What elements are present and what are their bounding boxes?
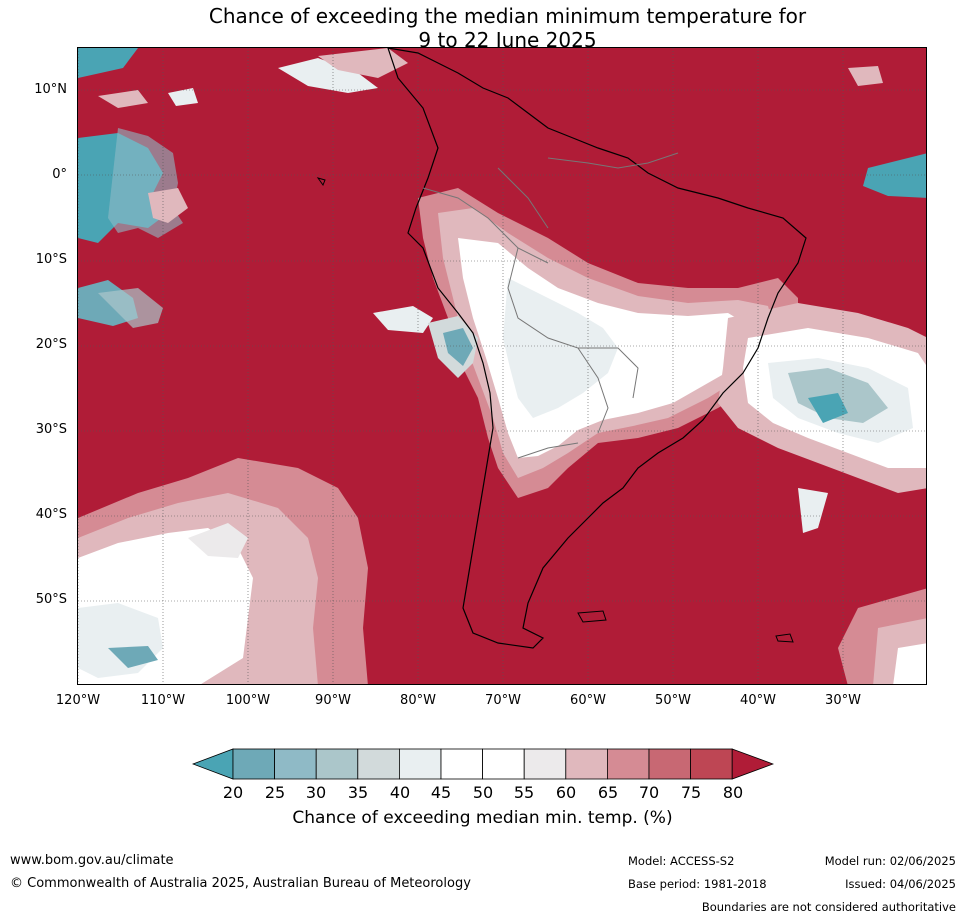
colorbar-tick: 30 xyxy=(305,783,327,802)
lon-label-70w: 70°W xyxy=(485,693,521,708)
colorbar xyxy=(192,748,774,780)
lat-label-10n: 10°N xyxy=(34,82,67,97)
colorbar-tick: 45 xyxy=(430,783,452,802)
colorbar-tick: 20 xyxy=(222,783,244,802)
colorbar-segment xyxy=(482,748,525,780)
footer-issued: Issued: 04/06/2025 xyxy=(845,877,956,891)
lon-label-100w: 100°W xyxy=(225,693,271,708)
colorbar-segment xyxy=(315,748,359,780)
lon-label-80w: 80°W xyxy=(400,693,436,708)
lat-label-40s: 40°S xyxy=(35,507,67,522)
colorbar-tick: 65 xyxy=(597,783,619,802)
map-title: Chance of exceeding the median minimum t… xyxy=(0,4,965,52)
colorbar-arrow-low xyxy=(192,748,234,780)
colorbar-segment xyxy=(648,748,691,780)
colorbar-segment xyxy=(523,748,567,780)
colorbar-segment xyxy=(440,748,483,780)
colorbar-label: Chance of exceeding median min. temp. (%… xyxy=(292,808,673,828)
colorbar-tick: 75 xyxy=(680,783,702,802)
colorbar-tick: 50 xyxy=(472,783,494,802)
colorbar-tick: 80 xyxy=(722,783,744,802)
footer-copyright: © Commonwealth of Australia 2025, Austra… xyxy=(10,876,471,891)
lon-label-120w: 120°W xyxy=(55,693,101,708)
title-line-1: Chance of exceeding the median minimum t… xyxy=(208,4,807,28)
lat-label-10s: 10°S xyxy=(35,252,67,267)
lon-label-50w: 50°W xyxy=(655,693,691,708)
lon-label-110w: 110°W xyxy=(140,693,186,708)
probability-map xyxy=(78,48,926,684)
map-panel xyxy=(77,47,927,685)
lon-label-40w: 40°W xyxy=(740,693,776,708)
lon-label-30w: 30°W xyxy=(825,693,861,708)
colorbar-segment xyxy=(606,748,650,780)
colorbar-segment xyxy=(690,748,733,780)
colorbar-tick: 40 xyxy=(389,783,411,802)
colorbar-tick: 35 xyxy=(347,783,369,802)
colorbar-tick: 70 xyxy=(638,783,660,802)
lon-label-90w: 90°W xyxy=(315,693,351,708)
lat-label-30s: 30°S xyxy=(35,422,67,437)
lat-label-0: 0° xyxy=(52,167,67,182)
footer-model-run: Model run: 02/06/2025 xyxy=(824,854,956,868)
lon-label-60w: 60°W xyxy=(570,693,606,708)
lat-label-50s: 50°S xyxy=(35,592,67,607)
colorbar-segment xyxy=(565,748,608,780)
colorbar-tick: 60 xyxy=(555,783,577,802)
colorbar-segment xyxy=(274,748,317,780)
colorbar-tick: 55 xyxy=(513,783,535,802)
colorbar-segment xyxy=(357,748,400,780)
colorbar-arrow-high xyxy=(731,748,774,780)
footer-disclaimer: Boundaries are not considered authoritat… xyxy=(701,900,956,914)
lat-label-20s: 20°S xyxy=(35,337,67,352)
footer-url[interactable]: www.bom.gov.au/climate xyxy=(10,853,174,868)
colorbar-tick: 25 xyxy=(264,783,286,802)
colorbar-segment xyxy=(398,748,442,780)
footer-base-period: Base period: 1981-2018 xyxy=(628,877,767,891)
footer-model: Model: ACCESS-S2 xyxy=(628,854,735,868)
colorbar-segment xyxy=(232,748,275,780)
